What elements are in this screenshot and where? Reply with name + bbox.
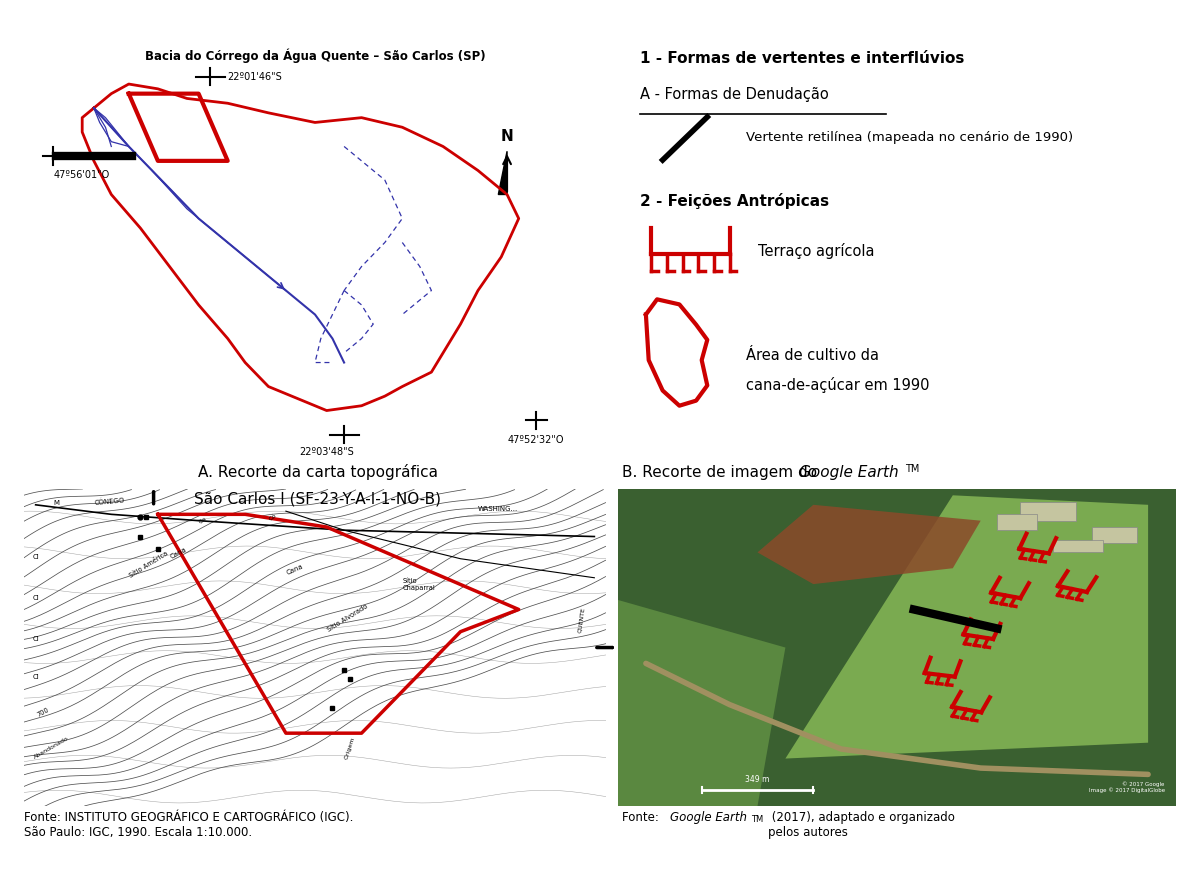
- Text: Vertente retilínea (mapeada no cenário de 1990): Vertente retilínea (mapeada no cenário d…: [746, 130, 1074, 144]
- Text: Sítio Alvorado: Sítio Alvorado: [326, 603, 370, 633]
- Text: 22º03'48"S: 22º03'48"S: [299, 447, 354, 456]
- Text: CÔNEGO: CÔNEGO: [94, 497, 125, 506]
- Text: 47º56'01"O: 47º56'01"O: [53, 171, 109, 181]
- Polygon shape: [785, 495, 1148, 759]
- Text: TM: TM: [905, 464, 919, 474]
- Text: CI: CI: [32, 595, 40, 601]
- Text: CI: CI: [32, 674, 40, 680]
- Text: 349 m: 349 m: [745, 775, 769, 784]
- Text: N: N: [500, 129, 514, 144]
- Text: Área de cultivo da: Área de cultivo da: [746, 347, 880, 363]
- Text: TM: TM: [751, 815, 763, 824]
- Text: A - Formas de Denudação: A - Formas de Denudação: [641, 86, 829, 101]
- Bar: [1020, 501, 1075, 521]
- Polygon shape: [757, 505, 980, 584]
- Text: Fonte: INSTITUTO GEOGRÁFICO E CARTOGRÁFICO (IGC).
São Paulo: IGC, 1990. Escala 1: Fonte: INSTITUTO GEOGRÁFICO E CARTOGRÁFI…: [24, 811, 353, 839]
- Text: 1 - Formas de vertentes e interflúvios: 1 - Formas de vertentes e interflúvios: [641, 51, 965, 66]
- Text: (2017), adaptado e organizado
pelos autores: (2017), adaptado e organizado pelos auto…: [768, 811, 955, 839]
- Text: Sítio América: Sítio América: [128, 551, 169, 579]
- Text: São Carlos I (SF-23-Y-A-I-1-NO-B): São Carlos I (SF-23-Y-A-I-1-NO-B): [194, 492, 442, 507]
- Text: cana-de-açúcar em 1990: cana-de-açúcar em 1990: [746, 377, 930, 394]
- Text: Cana: Cana: [286, 563, 305, 575]
- Text: Ca: Ca: [199, 515, 208, 525]
- Polygon shape: [618, 600, 785, 806]
- Text: Abandonado: Abandonado: [32, 736, 70, 759]
- Bar: [1092, 527, 1136, 543]
- Text: Google Earth: Google Earth: [670, 811, 746, 824]
- Text: Có: Có: [269, 513, 278, 522]
- Text: Terraço agrícola: Terraço agrícola: [757, 243, 874, 259]
- Text: Origem: Origem: [344, 736, 356, 759]
- Text: WASHING...: WASHING...: [478, 507, 518, 512]
- Polygon shape: [498, 152, 508, 195]
- Text: Sítio
Chaparral: Sítio Chaparral: [402, 579, 436, 591]
- Bar: [1054, 540, 1104, 552]
- Text: 2 - Feições Antrópicas: 2 - Feições Antrópicas: [641, 193, 829, 209]
- Text: 22º01'46"S: 22º01'46"S: [228, 72, 282, 82]
- Text: Google Earth: Google Earth: [799, 465, 899, 480]
- Text: CI: CI: [32, 636, 40, 642]
- Text: M: M: [53, 500, 59, 506]
- Text: Fonte:: Fonte:: [622, 811, 662, 824]
- Text: Cana: Cana: [169, 546, 188, 559]
- Text: A. Recorte da carta topográfica: A. Recorte da carta topográfica: [198, 464, 438, 480]
- Text: 700: 700: [36, 707, 49, 718]
- Text: CI: CI: [32, 554, 40, 559]
- Text: Bacia do Córrego da Água Quente – São Carlos (SP): Bacia do Córrego da Água Quente – São Ca…: [145, 48, 485, 63]
- Text: B. Recorte de imagem do: B. Recorte de imagem do: [622, 465, 822, 480]
- Text: 47º52'32"O: 47º52'32"O: [508, 434, 564, 445]
- Bar: [997, 515, 1037, 530]
- Text: © 2017 Google
Image © 2017 DigitalGlobe: © 2017 Google Image © 2017 DigitalGlobe: [1088, 781, 1165, 794]
- Text: QUENTE: QUENTE: [577, 606, 586, 633]
